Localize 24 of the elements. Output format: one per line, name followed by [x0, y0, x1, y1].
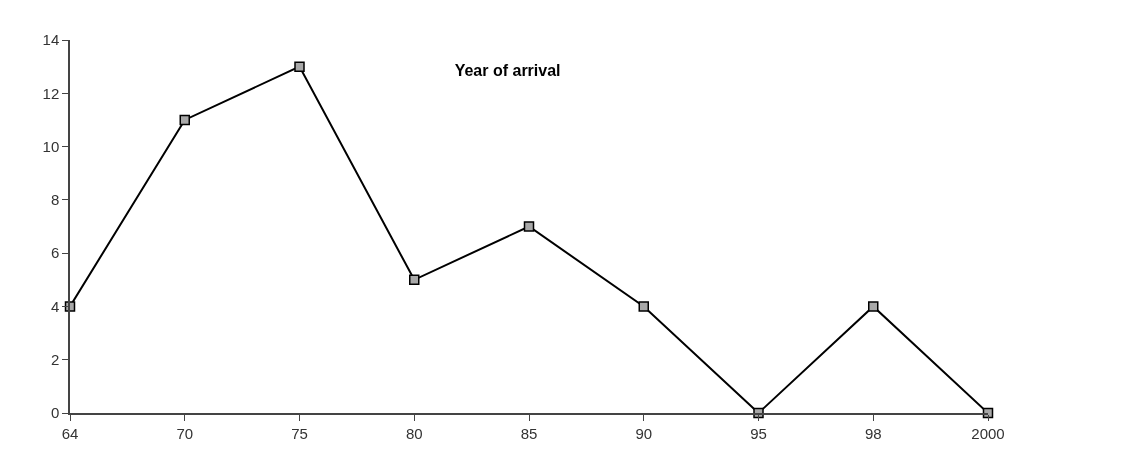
x-tick-label: 85 [520, 424, 538, 442]
point [294, 61, 305, 72]
x-tick-label: 80 [405, 424, 423, 442]
x-tick-label: 64 [61, 424, 79, 442]
y-tick-label: 14 [42, 31, 60, 49]
point [523, 221, 535, 232]
x-tick-label: 90 [635, 424, 653, 442]
y-tick-label: 10 [42, 137, 60, 155]
x-tick-label: 75 [291, 424, 308, 442]
y-tick-label: 6 [50, 244, 60, 262]
point [409, 274, 420, 286]
text: Year of arrival [454, 62, 561, 80]
point [868, 301, 879, 312]
x-tick-label: 70 [176, 424, 194, 442]
x-tick-label: 98 [864, 424, 882, 442]
x-tick-label: 95 [750, 424, 767, 442]
x-tick-label: 2000 [971, 424, 1005, 442]
point [179, 114, 190, 126]
y-tick-label: 0 [50, 404, 60, 422]
y-tick-label: 2 [50, 350, 60, 368]
y-tick-label: 12 [42, 84, 60, 102]
point [638, 301, 649, 312]
y-tick-label: 8 [50, 191, 60, 209]
y-tick-label: 4 [50, 297, 60, 315]
